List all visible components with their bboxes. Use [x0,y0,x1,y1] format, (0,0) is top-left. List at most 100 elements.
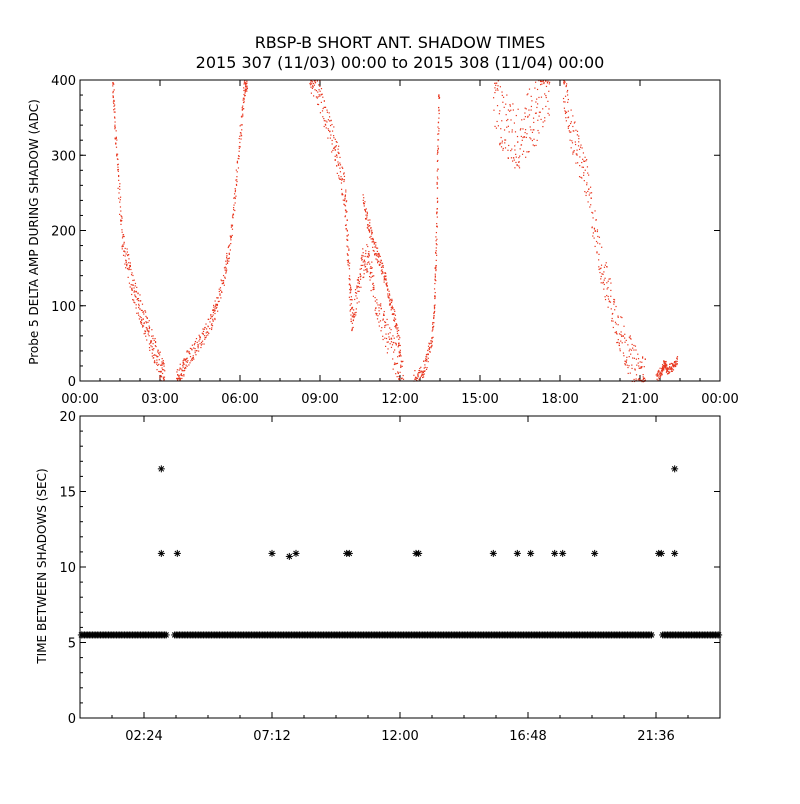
top-data-point [158,370,160,373]
top-data-point [339,156,341,159]
top-data-point [130,284,132,286]
top-data-point [148,335,150,337]
top-data-point [223,280,225,282]
top-data-point [383,281,385,283]
top-data-point [244,89,246,92]
top-data-point [369,229,371,231]
top-data-point [359,278,362,280]
top-data-point [231,228,234,230]
top-data-point [119,206,122,208]
top-data-point [333,147,335,149]
top-data-point [241,115,243,117]
top-data-point [372,246,374,248]
top-data-point [422,371,425,374]
top-data-point [344,198,346,200]
top-data-point [541,81,543,83]
top-data-point [209,327,211,330]
top-data-point [385,279,387,281]
top-data-point [419,370,421,372]
top-data-point [225,271,227,273]
top-data-point [528,150,530,153]
top-data-point [121,237,124,239]
top-data-point [113,83,115,85]
top-data-point [667,371,669,373]
top-data-point [375,254,378,256]
top-data-point [240,132,242,134]
bottom-data-point [647,631,655,639]
top-data-point [373,285,375,287]
top-data-point [524,129,527,131]
top-data-point [244,94,246,97]
top-data-point [389,327,391,329]
top-data-point [398,352,400,354]
top-data-point [334,155,336,157]
top-data-point [426,353,428,356]
top-data-point [604,296,606,298]
top-data-point [346,200,348,202]
top-data-point [356,279,359,281]
top-data-point [185,361,187,363]
top-data-point [161,358,163,360]
top-data-point [226,252,228,255]
bottom-x-tick-label: 12:00 [381,729,418,744]
top-data-point [563,101,565,103]
top-data-point [319,95,321,97]
top-data-point [214,306,216,308]
top-data-point [537,119,539,121]
top-data-point [246,86,248,88]
top-data-point [239,135,241,137]
top-data-point [153,347,155,350]
top-data-point [587,190,589,193]
top-data-point [424,364,426,366]
top-data-point [631,343,633,346]
top-data-point [509,105,511,107]
top-data-point [434,275,436,277]
top-data-point [138,314,140,316]
top-data-point [676,360,678,362]
top-data-point [676,356,679,358]
top-data-point [393,351,395,353]
top-data-point [238,158,240,160]
top-data-point [186,361,188,363]
top-data-point [183,363,185,365]
top-data-point [437,148,439,150]
top-data-point [139,316,141,318]
top-data-point [421,373,423,376]
top-data-point [184,366,186,369]
top-data-point [318,94,320,96]
top-data-point [181,377,183,380]
top-data-point [392,368,394,370]
top-data-point [347,260,349,262]
top-data-point [521,119,523,121]
top-data-point [375,244,377,246]
top-data-point [620,340,622,342]
top-data-point [402,374,404,377]
top-data-point [369,219,371,221]
top-data-point [378,313,381,315]
top-data-point [243,99,245,101]
bottom-y-tick-label: 0 [68,712,76,727]
top-data-point [149,349,151,351]
top-data-point [349,292,351,294]
top-data-point [228,260,230,262]
top-data-point [244,95,246,97]
top-data-point [127,254,129,256]
top-data-point [376,253,378,255]
top-data-point [194,342,196,345]
top-data-point [352,314,354,317]
top-data-point [113,89,115,91]
top-data-point [314,81,317,84]
top-data-point [573,130,575,132]
top-data-point [240,124,242,126]
top-data-point [122,245,124,247]
top-data-point [365,269,367,271]
top-data-point [507,109,510,111]
top-data-point [392,335,394,337]
top-data-point [188,350,190,353]
top-data-point [423,367,425,369]
top-data-point [615,305,617,308]
top-data-point [188,352,190,354]
top-data-point [348,277,350,280]
top-data-point [363,264,365,266]
top-data-point [144,330,147,333]
